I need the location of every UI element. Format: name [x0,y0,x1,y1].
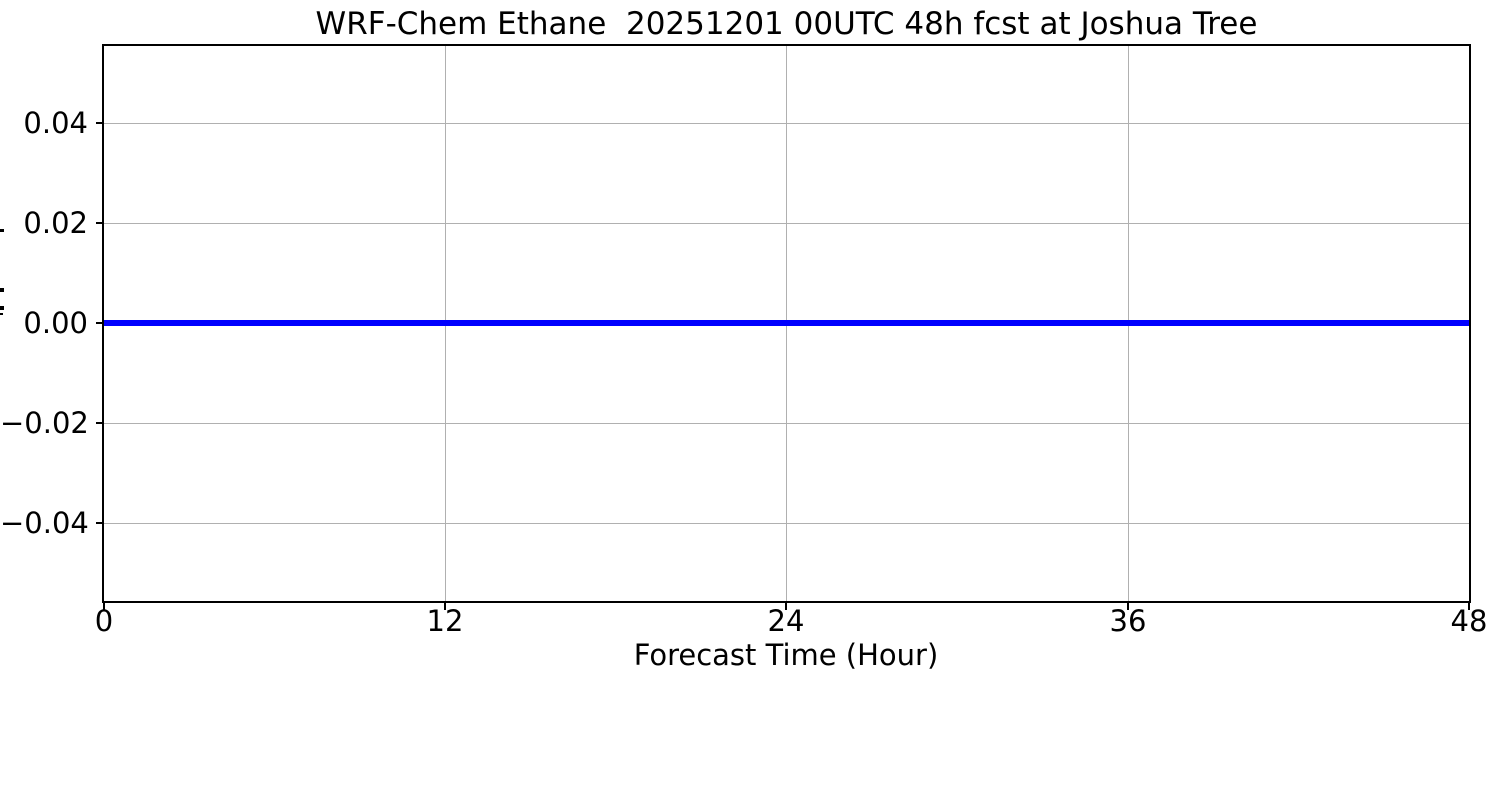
x-tick-mark [444,603,446,610]
y-axis-label-clipped [0,229,4,232]
y-axis-label-clipped [0,306,4,310]
y-tick-label: −0.04 [0,506,89,540]
x-axis-label: Forecast Time (Hour) [633,638,939,672]
y-tick-mark [96,122,104,124]
y-tick-mark [96,222,104,224]
gridline-horizontal [104,223,1469,224]
y-axis-label-clipped [0,288,4,292]
y-axis-label-clipped [0,313,3,315]
y-tick-label: 0.02 [23,206,88,240]
x-tick-label: 48 [1450,604,1488,638]
y-tick-mark [96,422,104,424]
series-line-ethane [104,320,1469,326]
gridline-horizontal [104,123,1469,124]
y-tick-label: 0.00 [23,306,88,340]
x-tick-mark [103,603,105,610]
x-tick-mark [1468,603,1470,610]
chart-title: WRF-Chem Ethane 20251201 00UTC 48h fcst … [315,6,1258,42]
x-tick-label: 24 [767,604,805,638]
y-tick-label: −0.02 [0,406,89,440]
gridline-horizontal [104,523,1469,524]
x-tick-mark [1127,603,1129,610]
plot-area [102,44,1471,603]
x-tick-label: 0 [94,604,114,638]
x-tick-mark [785,603,787,610]
x-tick-label: 36 [1109,604,1147,638]
y-tick-mark [96,522,104,524]
y-tick-mark [96,322,104,324]
x-tick-label: 12 [426,604,464,638]
y-tick-label: 0.04 [23,106,88,140]
gridline-horizontal [104,423,1469,424]
